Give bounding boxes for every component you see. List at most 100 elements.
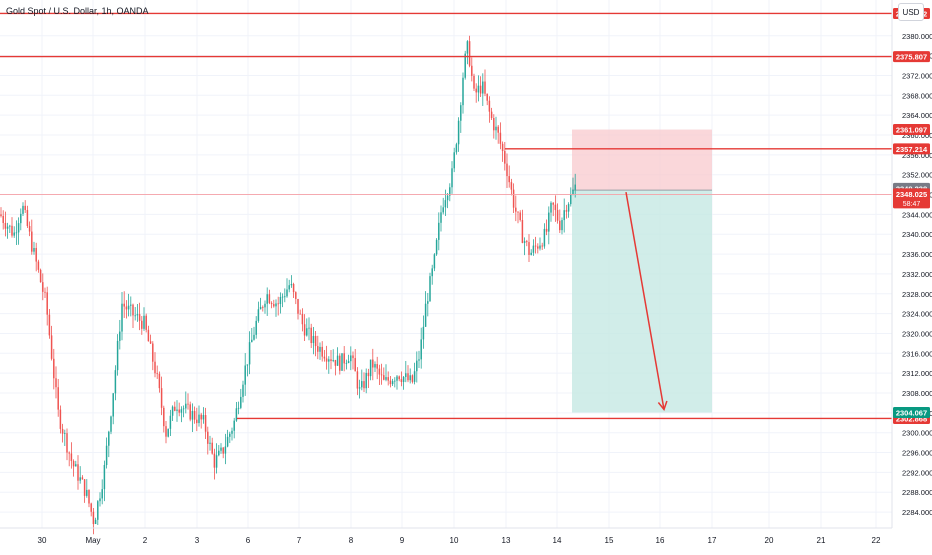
candle-up xyxy=(6,226,9,229)
candle-up xyxy=(284,296,286,298)
price-tick-label: 2372.000 xyxy=(902,71,932,80)
candle-up xyxy=(17,223,20,233)
time-tick-label: 8 xyxy=(349,536,354,545)
take-profit-zone[interactable] xyxy=(572,190,712,413)
candle-up xyxy=(244,365,246,385)
candle-up xyxy=(33,247,35,252)
candle-down xyxy=(28,226,31,232)
candle-up xyxy=(180,409,183,413)
candle-down xyxy=(92,511,95,525)
candle-up xyxy=(345,362,348,364)
candle-down xyxy=(165,426,167,437)
candle-down xyxy=(268,294,271,304)
price-tick-label: 2332.000 xyxy=(902,270,932,279)
price-tick-label: 2292.000 xyxy=(902,468,932,477)
projection-arrow[interactable] xyxy=(625,191,668,412)
stop-price-tag: 2361.097 xyxy=(896,126,927,135)
candle-up xyxy=(134,315,136,317)
candle-up xyxy=(119,331,121,341)
candle-up xyxy=(136,314,139,316)
candle-up xyxy=(15,232,18,234)
candle-down xyxy=(363,381,365,389)
candle-down xyxy=(81,477,84,480)
stop-loss-zone[interactable] xyxy=(572,129,712,191)
price-axis[interactable]: 2284.000 2288.000 2292.000 2296.000 2300.000… xyxy=(0,0,932,529)
time-tick-label: 3 xyxy=(195,536,200,545)
price-tick-label: 2360.000 xyxy=(902,131,932,140)
candle-up xyxy=(130,304,132,306)
candle-down xyxy=(330,359,332,361)
candle-up xyxy=(99,498,101,502)
candle-up xyxy=(112,393,114,417)
candle-down xyxy=(367,372,370,377)
candle-down xyxy=(515,207,517,212)
position-zones[interactable] xyxy=(572,129,712,413)
price-tick-label: 2344.000 xyxy=(902,210,932,219)
candle-down xyxy=(519,212,521,220)
candle-up xyxy=(435,239,438,255)
candle-up xyxy=(171,406,174,416)
candle-up xyxy=(169,415,172,429)
candle-up xyxy=(306,328,308,336)
candle-down xyxy=(61,428,64,434)
candle-down xyxy=(299,313,301,315)
currency-selector[interactable]: USD xyxy=(898,3,924,21)
time-tick-label: 22 xyxy=(872,536,881,545)
candle-down xyxy=(504,151,506,164)
candle-up xyxy=(413,371,416,382)
candle-up xyxy=(572,189,574,195)
candle-down xyxy=(411,375,414,382)
candle-up xyxy=(251,339,253,343)
candle-up xyxy=(79,477,81,481)
candle-up xyxy=(182,408,185,410)
candle-up xyxy=(495,126,497,131)
candle-down xyxy=(66,433,68,453)
candle-down xyxy=(68,452,70,454)
candle-up xyxy=(143,315,145,329)
price-tick-label: 2320.000 xyxy=(902,329,932,338)
candle-up xyxy=(358,387,361,389)
candle-down xyxy=(163,407,165,427)
candle-up xyxy=(167,428,169,437)
candle-up xyxy=(539,245,541,249)
candle-up xyxy=(288,285,290,290)
candle-down xyxy=(490,111,493,119)
candle-down xyxy=(508,176,510,183)
candle-down xyxy=(152,343,154,362)
candle-down xyxy=(376,364,378,369)
cursor-price-tag-countdown: 58:47 xyxy=(903,201,921,208)
candle-down xyxy=(2,215,4,223)
time-axis[interactable]: 30 May 2 3 6 7 8 9 10 13 14 15 16 17 20 21 22 xyxy=(38,536,881,545)
candle-up xyxy=(64,433,66,434)
candle-down xyxy=(11,225,13,236)
level-price-tag-bg xyxy=(893,143,930,155)
candle-up xyxy=(257,309,260,321)
candle-up xyxy=(224,446,227,454)
candle-down xyxy=(270,303,273,305)
candle-up xyxy=(290,284,293,286)
candle-down xyxy=(213,453,216,468)
candle-down xyxy=(174,406,176,411)
candle-down xyxy=(512,189,515,208)
time-tick-label: 7 xyxy=(297,536,302,545)
projection-arrow-line[interactable] xyxy=(625,191,665,410)
projection-arrow-head[interactable] xyxy=(657,400,668,412)
candle-down xyxy=(90,503,92,512)
candle-up xyxy=(198,414,200,424)
candle-up xyxy=(328,359,330,362)
candle-down xyxy=(154,361,156,374)
price-tick-label: 2284.000 xyxy=(902,508,932,517)
candle-up xyxy=(420,339,422,360)
candle-down xyxy=(26,209,29,227)
horizontal-levels[interactable] xyxy=(0,12,892,420)
candle-down xyxy=(317,346,319,352)
candle-up xyxy=(574,184,576,190)
symbol-title[interactable]: Gold Spot / U.S. Dollar, 1h, OANDA xyxy=(6,6,149,16)
candle-up xyxy=(275,303,277,307)
candle-up xyxy=(209,442,211,444)
candle-down xyxy=(44,291,46,293)
price-tick-label: 2364.000 xyxy=(902,111,932,120)
candle-down xyxy=(554,204,557,211)
